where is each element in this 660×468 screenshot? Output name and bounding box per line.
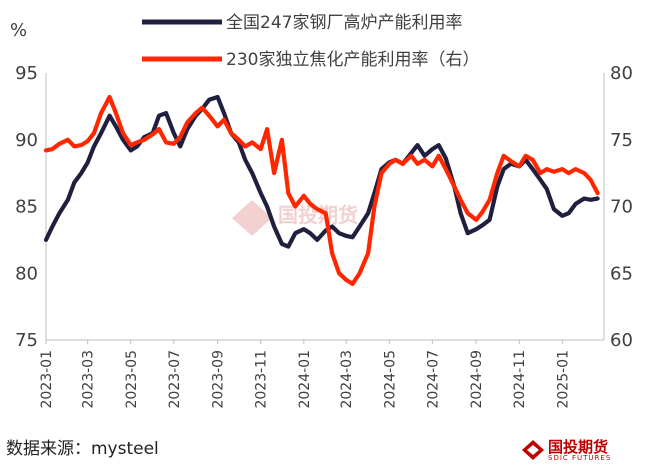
y-right-tick-label: 60 [610, 330, 633, 351]
x-tick-label: 2023-07 [167, 350, 183, 409]
x-tick-label: 2023-09 [211, 350, 227, 409]
x-tick-label: 2024-05 [382, 350, 398, 409]
watermark-text: 国投期货 [278, 203, 358, 227]
brand-logo-icon [522, 440, 544, 460]
y-left-tick-label: 75 [15, 330, 38, 351]
source-note: 数据来源：mysteel [6, 439, 159, 459]
y-left-tick-label: 85 [15, 197, 38, 218]
y-right-tick-label: 65 [610, 263, 633, 284]
x-tick-label: 2023-01 [39, 350, 55, 409]
x-tick-label: 2025-01 [555, 350, 571, 409]
series-line-coking [43, 94, 600, 286]
series-layer [43, 94, 600, 286]
x-tick-label: 2024-01 [297, 350, 313, 409]
x-tick-label: 2024-11 [512, 350, 528, 409]
brand-logo-text: 国投期货 [548, 438, 609, 456]
legend: 全国247家钢厂高炉产能利用率 230家独立焦化产能利用率（右） [142, 13, 479, 70]
y-left-tick-label: 90 [15, 130, 38, 151]
y-left-tick-label: 80 [15, 263, 38, 284]
x-tick-label: 2023-05 [124, 350, 140, 409]
watermark-logo-icon [232, 200, 272, 236]
watermark: 国投期货 [232, 200, 358, 236]
y-right-tick-label: 70 [610, 197, 633, 218]
x-tick-label: 2023-11 [254, 350, 270, 409]
x-tick-label: 2023-03 [81, 350, 97, 409]
brand-logo-subtext: SDIC FUTURES [548, 454, 612, 462]
legend-label-blast-furnace: 全国247家钢厂高炉产能利用率 [226, 13, 462, 33]
left-unit-label: % [10, 20, 27, 41]
series-line-blast-furnace [43, 94, 600, 249]
y-right-tick-label: 80 [610, 63, 633, 84]
y-right-tick-label: 75 [610, 130, 633, 151]
legend-label-coking: 230家独立焦化产能利用率（右） [226, 50, 479, 70]
x-tick-label: 2024-07 [425, 350, 441, 409]
x-tick-label: 2024-03 [339, 350, 355, 409]
x-tick-label: 2024-09 [469, 350, 485, 409]
axes: 75 80 85 90 95 60 65 70 75 80 2023-01 2023-03 2023-0… [15, 63, 633, 409]
brand-logo: 国投期货 SDIC FUTURES [520, 436, 656, 464]
y-left-tick-label: 95 [15, 63, 38, 84]
